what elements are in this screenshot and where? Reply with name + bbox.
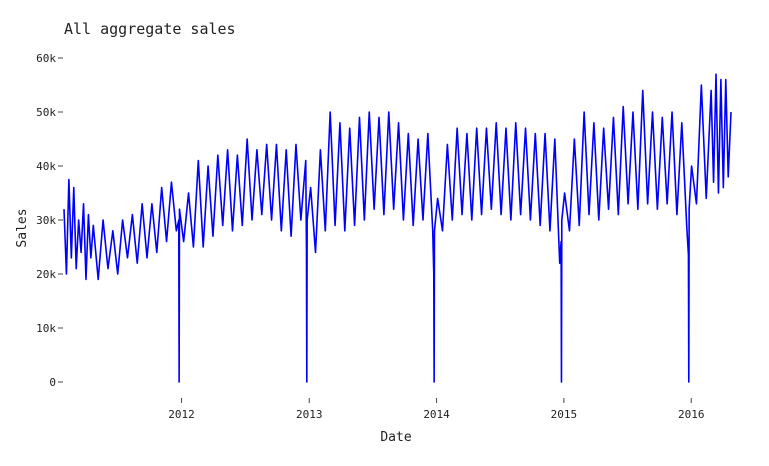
y-tick-label: 50k: [36, 106, 56, 119]
sales-series-line: [63, 73, 732, 383]
y-tick-label: 10k: [36, 322, 56, 335]
x-tick-label: 2012: [168, 408, 195, 421]
y-tick-label: 0: [49, 376, 56, 389]
x-axis-title: Date: [380, 430, 411, 445]
x-tick-label: 2016: [678, 408, 705, 421]
y-tick-label: 20k: [36, 268, 56, 281]
y-tick-label: 60k: [36, 52, 56, 65]
x-axis: 2012 2013 2014 2015 2016: [168, 398, 704, 421]
y-axis: 0 10k 20k 30k 40k 50k 60k: [36, 52, 63, 389]
y-tick-label: 30k: [36, 214, 56, 227]
y-tick-label: 40k: [36, 160, 56, 173]
plot-area: [63, 73, 732, 383]
x-tick-label: 2013: [296, 408, 323, 421]
x-tick-label: 2015: [551, 408, 578, 421]
chart-title: All aggregate sales: [64, 20, 236, 38]
x-tick-label: 2014: [423, 408, 450, 421]
y-axis-title: Sales: [15, 208, 30, 247]
